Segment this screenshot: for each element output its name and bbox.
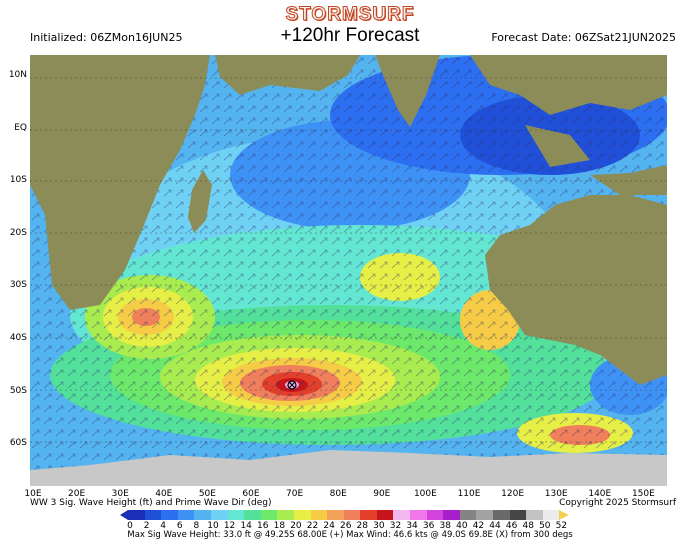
scale-swatch — [210, 510, 229, 520]
lon-label: 20E — [68, 489, 86, 499]
lon-label: 140E — [588, 489, 612, 499]
scale-tick-label: 4 — [160, 521, 167, 531]
scale-tick-label: 28 — [356, 521, 369, 531]
lat-label: 60S — [9, 438, 27, 448]
scale-tick-label: 30 — [373, 521, 385, 531]
scale-swatch — [542, 510, 560, 520]
scale-swatch — [526, 510, 544, 520]
scale-tick-label: 42 — [472, 521, 485, 531]
scale-swatch — [194, 510, 212, 520]
scale-swatch — [161, 510, 179, 520]
max-stats-label: Max Sig Wave Height: 33.0 ft @ 49.25S 68… — [127, 530, 573, 540]
lon-label: 100E — [413, 489, 437, 499]
max-marker — [287, 380, 297, 390]
scale-swatch — [360, 510, 378, 520]
map-canvas — [30, 55, 667, 486]
scale-tick-label: 50 — [539, 521, 551, 531]
scale-swatch — [244, 510, 262, 520]
wave-height-map[interactable] — [30, 55, 667, 486]
lon-label: 120E — [501, 489, 525, 499]
scale-tick-label: 16 — [257, 521, 269, 531]
lon-label: 110E — [457, 489, 481, 499]
scale-swatch — [260, 510, 278, 520]
lat-label: 10S — [9, 175, 27, 185]
scale-swatch — [509, 510, 527, 520]
lon-label: 50E — [198, 489, 216, 499]
scale-tick-label: 38 — [439, 521, 451, 531]
stormsurf-logo: STORMSURF — [285, 4, 415, 26]
scale-tick-label: 36 — [422, 521, 435, 531]
scale-end-arrow — [559, 510, 570, 520]
scale-tick-label: 2 — [143, 521, 150, 531]
indonesia-land — [525, 125, 667, 195]
lat-label: 40S — [9, 333, 27, 343]
lat-label: 20S — [9, 228, 27, 238]
scale-tick-label: 20 — [290, 521, 302, 531]
southeast-asia-land — [470, 55, 667, 115]
scale-start-arrow — [120, 510, 128, 520]
legend-title: WW 3 Sig. Wave Height (ft) and Prime Wav… — [30, 498, 272, 508]
scale-tick-label: 18 — [273, 521, 286, 531]
scale-tick-label: 24 — [323, 521, 335, 531]
lon-label: 70E — [286, 489, 304, 499]
scale-swatch — [128, 510, 146, 520]
scale-tick-label: 34 — [406, 521, 418, 531]
initialized-label: Initialized: 06ZMon16JUN25 — [30, 31, 183, 44]
scale-swatch — [343, 510, 361, 520]
lat-label: EQ — [14, 123, 27, 133]
lon-label: 80E — [329, 489, 347, 499]
india-land — [375, 55, 440, 127]
scale-swatch — [327, 510, 345, 520]
scale-tick-label: 26 — [339, 521, 352, 531]
lat-label: 50S — [9, 386, 27, 396]
scale-tick-label: 12 — [223, 521, 236, 531]
lon-label: 10E — [24, 489, 42, 499]
scale-tick-label: 40 — [456, 521, 468, 531]
scale-swatch — [426, 510, 444, 520]
scale-tick-label: 14 — [240, 521, 252, 531]
lat-lon-grid — [30, 77, 667, 443]
australia-land — [485, 195, 667, 385]
lat-label: 30S — [9, 280, 27, 290]
scale-tick-label: 46 — [505, 521, 518, 531]
scale-tick-label: 48 — [522, 521, 534, 531]
antarctic-ice — [30, 450, 667, 486]
scale-tick-label: 8 — [193, 521, 200, 531]
scale-swatch — [310, 510, 328, 520]
scale-tick-label: 6 — [176, 521, 183, 531]
scale-swatch — [443, 510, 461, 520]
scale-tick-label: 0 — [127, 521, 133, 531]
africa-land — [30, 55, 210, 310]
scale-tick-label: 44 — [489, 521, 501, 531]
arabia-land — [215, 55, 360, 95]
lon-label: 150E — [631, 489, 655, 499]
scale-swatch — [393, 510, 411, 520]
copyright-label: Copyright 2025 Stormsurf — [559, 498, 676, 508]
scale-swatch — [177, 510, 195, 520]
forecast-hour-title: +120hr Forecast — [280, 25, 420, 46]
scale-swatch — [476, 510, 494, 520]
lon-label: 40E — [155, 489, 173, 499]
scale-tick-label: 52 — [555, 521, 568, 531]
lat-label: 10N — [8, 70, 27, 80]
scale-tick-label: 22 — [306, 521, 319, 531]
lon-label: 30E — [111, 489, 129, 499]
madagascar-land — [188, 170, 212, 233]
scale-swatch — [493, 510, 511, 520]
lon-label: 60E — [242, 489, 260, 499]
scale-swatch — [227, 510, 245, 520]
scale-swatch — [144, 510, 162, 520]
scale-swatch — [376, 510, 394, 520]
lon-label: 130E — [544, 489, 568, 499]
scale-tick-label: 32 — [389, 521, 402, 531]
forecast-date-label: Forecast Date: 06ZSat21JUN2025 — [491, 31, 676, 44]
scale-swatch — [277, 510, 295, 520]
scale-swatch — [410, 510, 428, 520]
lon-label: 90E — [373, 489, 391, 499]
scale-tick-label: 10 — [207, 521, 219, 531]
scale-swatch — [459, 510, 477, 520]
scale-swatch — [293, 510, 311, 520]
wave-height-color-scale — [120, 510, 576, 520]
